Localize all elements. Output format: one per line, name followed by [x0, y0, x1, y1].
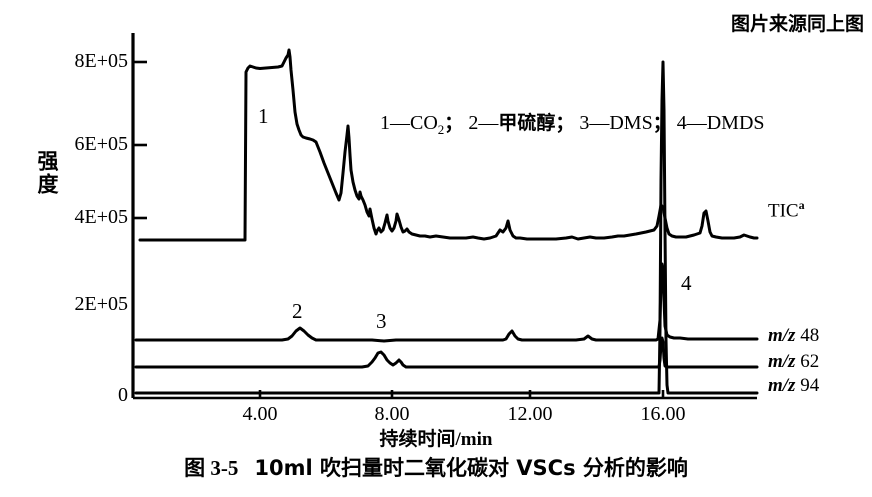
- peak-key-3-dash: —: [589, 112, 610, 134]
- peak-key-2-dash: —: [478, 112, 499, 134]
- peak-key-1-num: 1: [380, 112, 390, 134]
- trace-label-mz48: m/z 48: [768, 325, 819, 347]
- trace-label-mz94-prefix: m/z: [768, 375, 796, 396]
- xtick-label: 12.00: [507, 403, 553, 425]
- peak-annotation-1: 1: [258, 104, 269, 128]
- peak-key-4-dash: —: [686, 112, 707, 134]
- peak-key-4-num: 4: [676, 112, 687, 134]
- mz62-trace: [134, 336, 759, 369]
- peak-key-sep-1: ；: [444, 112, 464, 134]
- figure-number: 图 3-5: [184, 456, 239, 480]
- x-axis-title-unit: /min: [455, 429, 493, 450]
- peak-key-sep-2: ；: [555, 112, 575, 134]
- peak-key-2-name: 甲硫醇: [498, 112, 556, 134]
- figure-caption: 图 3-5 10ml 吹扫量时二氧化碳对 VSCs 分析的影响: [0, 452, 872, 482]
- peak-key-3-name: DMS: [609, 112, 653, 134]
- peak-key-3-num: 3: [579, 112, 590, 134]
- peak-annotation-4: 4: [681, 271, 692, 295]
- tic-trace: [138, 48, 759, 242]
- trace-label-mz62: m/z 62: [768, 351, 819, 373]
- peak-key-1-sub: 2: [437, 122, 445, 137]
- ytick-label: 6E+05: [74, 133, 129, 155]
- peak-key-1-dash: —: [390, 112, 410, 134]
- peak-key-1-name: CO: [410, 112, 438, 134]
- peak-annotation-2: 2: [292, 299, 303, 323]
- ytick-label: 4E+05: [74, 206, 129, 228]
- figure-caption-text: 10ml 吹扫量时二氧化碳对 VSCs 分析的影响: [254, 456, 688, 480]
- y-tick-marks: [133, 60, 147, 220]
- trace-label-mz94-value: 94: [800, 375, 820, 396]
- xtick-label: 8.00: [374, 403, 410, 425]
- trace-label-tic: TICa: [768, 198, 805, 222]
- trace-label-mz48-prefix: m/z: [768, 325, 796, 346]
- x-axis-title-text: 持续时间: [379, 428, 456, 450]
- ytick-label: 2E+05: [74, 293, 129, 315]
- mz94-trace: [134, 60, 759, 395]
- peak-identity-key: 1—CO2； 2—甲硫醇； 3—DMS； 4—DMDS: [380, 108, 765, 138]
- mz48-trace: [134, 262, 759, 343]
- trace-label-mz48-value: 48: [800, 325, 820, 346]
- xtick-label: 16.00: [640, 403, 686, 425]
- trace-label-tic-text: TIC: [768, 200, 799, 222]
- trace-label-mz94: m/z 94: [768, 375, 819, 397]
- trace-label-mz62-value: 62: [800, 351, 820, 372]
- peak-key-2-num: 2: [468, 112, 479, 134]
- ytick-label: 0: [118, 384, 128, 406]
- ytick-label: 8E+05: [74, 50, 129, 72]
- source-note: 图片来源同上图: [730, 13, 864, 35]
- x-axis-title: 持续时间/min: [0, 424, 872, 451]
- xtick-label: 4.00: [242, 403, 278, 425]
- y-axis-title: 强度: [35, 150, 59, 196]
- peak-key-sep-3: ；: [652, 112, 672, 134]
- trace-label-mz62-prefix: m/z: [768, 351, 796, 372]
- peak-key-4-name: DMDS: [706, 112, 765, 134]
- peak-annotation-3: 3: [376, 309, 387, 333]
- trace-label-tic-superscript: a: [798, 198, 805, 212]
